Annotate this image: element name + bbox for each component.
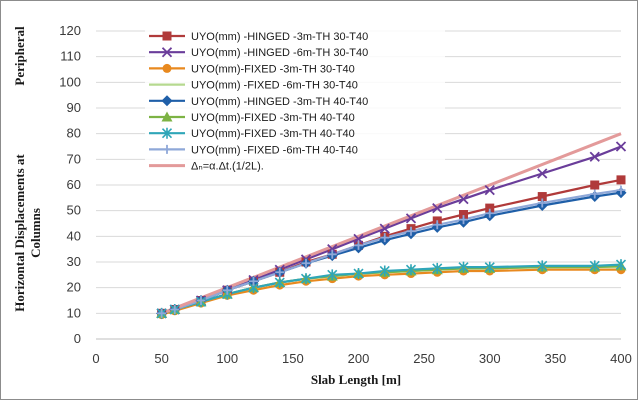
data-point: [615, 141, 627, 152]
data-point: [327, 249, 337, 259]
x-tick-label: 50: [154, 351, 168, 366]
x-tick-label: 300: [479, 351, 501, 366]
data-point: [162, 144, 172, 154]
data-point: [162, 63, 172, 73]
data-point: [485, 208, 495, 218]
y-tick-label: 70: [67, 151, 81, 166]
y-tick-label: 100: [59, 74, 81, 89]
y-tick-label: 0: [74, 331, 81, 346]
data-point: [161, 95, 173, 107]
data-point: [537, 168, 548, 179]
y-tick-label: 30: [67, 254, 81, 269]
data-point: [616, 175, 626, 185]
x-tick-label: 100: [216, 351, 238, 366]
y-tick-label: 120: [59, 23, 81, 38]
legend-label: UYO(mm)-FIXED -3m-TH 40-T40: [191, 128, 355, 140]
y-tick-label: 10: [67, 305, 81, 320]
legend-label: UYO(mm) -HINGED -6m-TH 30-T40: [191, 47, 368, 59]
data-point: [157, 308, 167, 318]
legend-label: UYO(mm) -FIXED -6m-TH 40-T40: [191, 144, 358, 156]
legend-label: UYO(mm)-FIXED -3m-TH 40-T40: [191, 112, 355, 124]
y-axis-title-line-2: Columns: [28, 208, 43, 258]
data-point: [589, 151, 600, 162]
data-point: [161, 111, 173, 122]
data-point: [405, 213, 417, 224]
data-point: [590, 189, 600, 199]
data-point: [484, 184, 495, 196]
data-point: [327, 269, 338, 281]
legend-label: UYO(mm) -FIXED -6m-TH 30-T40: [191, 80, 358, 92]
data-point: [379, 223, 390, 234]
data-point: [379, 265, 390, 277]
data-point: [405, 264, 417, 276]
data-point: [432, 220, 442, 230]
y-axis-title-line-1: Horizontal Displacements at: [12, 154, 27, 312]
data-point: [170, 304, 180, 314]
legend-label: UYO(mm)-FIXED -3m-TH 30-T40: [191, 63, 355, 75]
y-tick-label: 50: [67, 203, 81, 218]
data-point: [354, 240, 363, 250]
data-point: [353, 233, 364, 245]
y-tick-label: 60: [67, 177, 81, 192]
legend-label: UYO(mm) -HINGED -3m-TH 40-T40: [191, 96, 368, 108]
data-point: [537, 260, 548, 272]
data-point: [616, 185, 626, 195]
data-point: [222, 285, 232, 295]
x-tick-label: 150: [282, 351, 304, 366]
data-point: [161, 47, 173, 58]
data-point: [590, 180, 600, 190]
data-point: [458, 261, 469, 273]
data-point: [537, 192, 547, 202]
data-point: [300, 273, 312, 285]
y-tick-label: 40: [67, 228, 81, 243]
y-tick-label: 20: [67, 280, 81, 295]
data-point: [162, 31, 172, 41]
legend-label: UYO(mm) -HINGED -3m-TH 30-T40: [191, 31, 368, 43]
data-point: [589, 260, 600, 272]
data-point: [301, 258, 311, 268]
data-point: [406, 226, 416, 236]
y-tick-label: 80: [67, 126, 81, 141]
data-point: [353, 268, 364, 280]
data-point: [484, 261, 495, 273]
data-point: [196, 296, 206, 305]
data-point: [274, 277, 285, 289]
data-point: [615, 259, 627, 271]
data-point: [485, 203, 495, 213]
legend-label: Δₙ=α.Δt.(1/2L).: [191, 161, 264, 173]
y-axis-title-line-3: Peripheral: [12, 26, 27, 86]
series-line-9: [161, 132, 622, 315]
y-tick-label: 90: [67, 100, 81, 115]
data-point: [275, 267, 285, 277]
data-point: [459, 210, 468, 220]
x-tick-label: 0: [92, 351, 99, 366]
data-point: [537, 198, 547, 208]
x-tick-label: 200: [348, 351, 370, 366]
data-point: [459, 215, 468, 225]
x-tick-label: 250: [413, 351, 435, 366]
x-axis-title: Slab Length [m]: [311, 372, 401, 387]
data-point: [249, 276, 258, 286]
data-point: [432, 262, 443, 274]
y-tick-label: 110: [60, 49, 81, 64]
data-point: [432, 202, 443, 214]
data-point: [161, 127, 173, 139]
legend-background: [145, 26, 445, 176]
data-point: [458, 193, 469, 205]
x-tick-label: 350: [545, 351, 567, 366]
data-point: [327, 244, 338, 255]
data-point: [380, 233, 390, 243]
x-tick-label: 400: [610, 351, 632, 366]
